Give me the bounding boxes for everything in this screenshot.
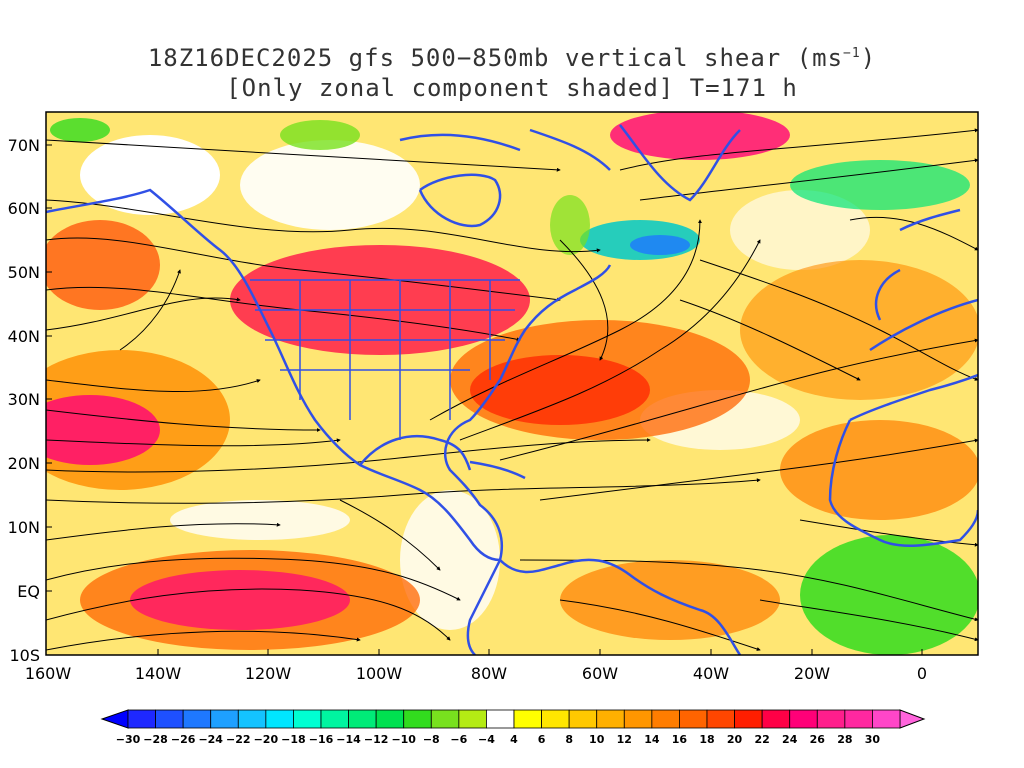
lon-label-20w: 20W — [794, 664, 830, 683]
coastlines — [46, 124, 978, 655]
colorbar-tick-label: 10 — [589, 733, 605, 746]
colorbar-swatch — [403, 709, 432, 729]
colorbar-tick-label: −22 — [226, 733, 251, 746]
title-text: 18Z16DEC2025 gfs 500−850mb vertical shea… — [147, 44, 844, 72]
colorbar-tick-label: −14 — [336, 733, 361, 746]
lat-label-10s: 10S — [9, 646, 40, 665]
colorbar-tick-label: −12 — [364, 733, 389, 746]
map-frame — [45, 111, 979, 656]
lon-label-80w: 80W — [471, 664, 507, 683]
colorbar-swatch — [458, 709, 487, 729]
lat-label-70n: 70N — [8, 136, 40, 155]
streamlines — [46, 128, 978, 651]
chart-title-line2: [Only zonal component shaded] T=171 h — [226, 74, 798, 102]
lon-label-140w: 140W — [135, 664, 182, 683]
colorbar-tick-label: 18 — [699, 733, 714, 746]
colorbar-tick-label: −6 — [450, 733, 467, 746]
lon-label-60w: 60W — [582, 664, 618, 683]
colorbar-swatch — [623, 709, 653, 729]
colorbar-swatch — [734, 709, 763, 729]
colorbar-right-arrow — [899, 709, 926, 729]
colorbar-swatch — [265, 709, 294, 729]
colorbar-swatch — [210, 709, 239, 729]
colorbar-tick-label: −18 — [281, 733, 306, 746]
title-unit-exponent: −1 — [843, 46, 861, 61]
colorbar-swatch — [651, 709, 680, 729]
colorbar-tick-label: −26 — [171, 733, 196, 746]
colorbar-tick-label: −24 — [198, 733, 223, 746]
colorbar-swatch — [568, 709, 598, 729]
colorbar-swatch — [706, 709, 735, 729]
colorbar-swatch — [375, 709, 405, 729]
colorbar-tick-label: 6 — [538, 733, 546, 746]
colorbar-swatch — [844, 709, 873, 729]
colorbar-swatch — [541, 709, 570, 729]
lat-label-eq: EQ — [17, 582, 40, 601]
title-close-paren: ) — [860, 44, 877, 72]
colorbar-tick-label: −4 — [478, 733, 495, 746]
colorbar-swatch — [127, 709, 156, 729]
colorbar-swatch — [320, 709, 349, 729]
colorbar: −30 −28 −26 −24 −22 −20 −18 −16 −14 −12 −10 −8 −6 −4 4… — [100, 709, 926, 746]
colorbar-swatch — [486, 709, 515, 729]
lon-label-100w: 100W — [356, 664, 403, 683]
lat-label-60n: 60N — [8, 199, 40, 218]
colorbar-swatch — [679, 709, 708, 729]
lon-label-120w: 120W — [245, 664, 292, 683]
lat-label-50n: 50N — [8, 263, 40, 282]
colorbar-tick-label: 14 — [644, 733, 660, 746]
colorbar-swatch — [348, 709, 377, 729]
colorbar-swatch — [237, 709, 267, 729]
colorbar-swatch — [513, 709, 542, 729]
colorbar-swatch — [596, 709, 625, 729]
colorbar-tick-label: −16 — [309, 733, 334, 746]
colorbar-tick-label: 20 — [727, 733, 743, 746]
colorbar-tick-label: 26 — [810, 733, 826, 746]
colorbar-tick-label: −30 — [116, 733, 141, 746]
lat-label-30n: 30N — [8, 390, 40, 409]
colorbar-swatch — [293, 709, 322, 729]
colorbar-tick-label: −28 — [143, 733, 168, 746]
colorbar-tick-label: 24 — [782, 733, 798, 746]
lat-label-40n: 40N — [8, 327, 40, 346]
shading-layer — [46, 112, 978, 655]
longitude-axis: 160W 140W 120W 100W 80W 60W 40W 20W 0 — [25, 649, 927, 683]
colorbar-tick-label: −10 — [391, 733, 416, 746]
colorbar-swatch — [155, 709, 184, 729]
latitude-axis: 70N 60N 50N 40N 30N 20N 10N EQ 10S — [8, 136, 52, 665]
chart-title-line1: 18Z16DEC2025 gfs 500−850mb vertical shea… — [0, 44, 1024, 72]
colorbar-tick-label: 4 — [510, 733, 518, 746]
lon-label-0: 0 — [917, 664, 927, 683]
colorbar-swatch — [182, 709, 212, 729]
colorbar-tick-label: 8 — [565, 733, 573, 746]
colorbar-tick-label: 30 — [865, 733, 881, 746]
colorbar-tick-label: −20 — [254, 733, 279, 746]
lon-label-160w: 160W — [25, 664, 72, 683]
lon-label-40w: 40W — [693, 664, 729, 683]
lat-label-10n: 10N — [8, 518, 40, 537]
colorbar-swatch — [816, 709, 846, 729]
colorbar-left-arrow — [100, 709, 129, 729]
lat-label-20n: 20N — [8, 454, 40, 473]
colorbar-tick-label: 28 — [837, 733, 852, 746]
colorbar-tick-label: 12 — [617, 733, 632, 746]
colorbar-tick-label: 16 — [672, 733, 688, 746]
colorbar-swatch — [789, 709, 818, 729]
colorbar-swatch — [430, 709, 460, 729]
colorbar-tick-label: 22 — [754, 733, 769, 746]
colorbar-swatch — [761, 709, 791, 729]
colorbar-tick-label: −8 — [423, 733, 440, 746]
colorbar-swatch — [872, 709, 901, 729]
